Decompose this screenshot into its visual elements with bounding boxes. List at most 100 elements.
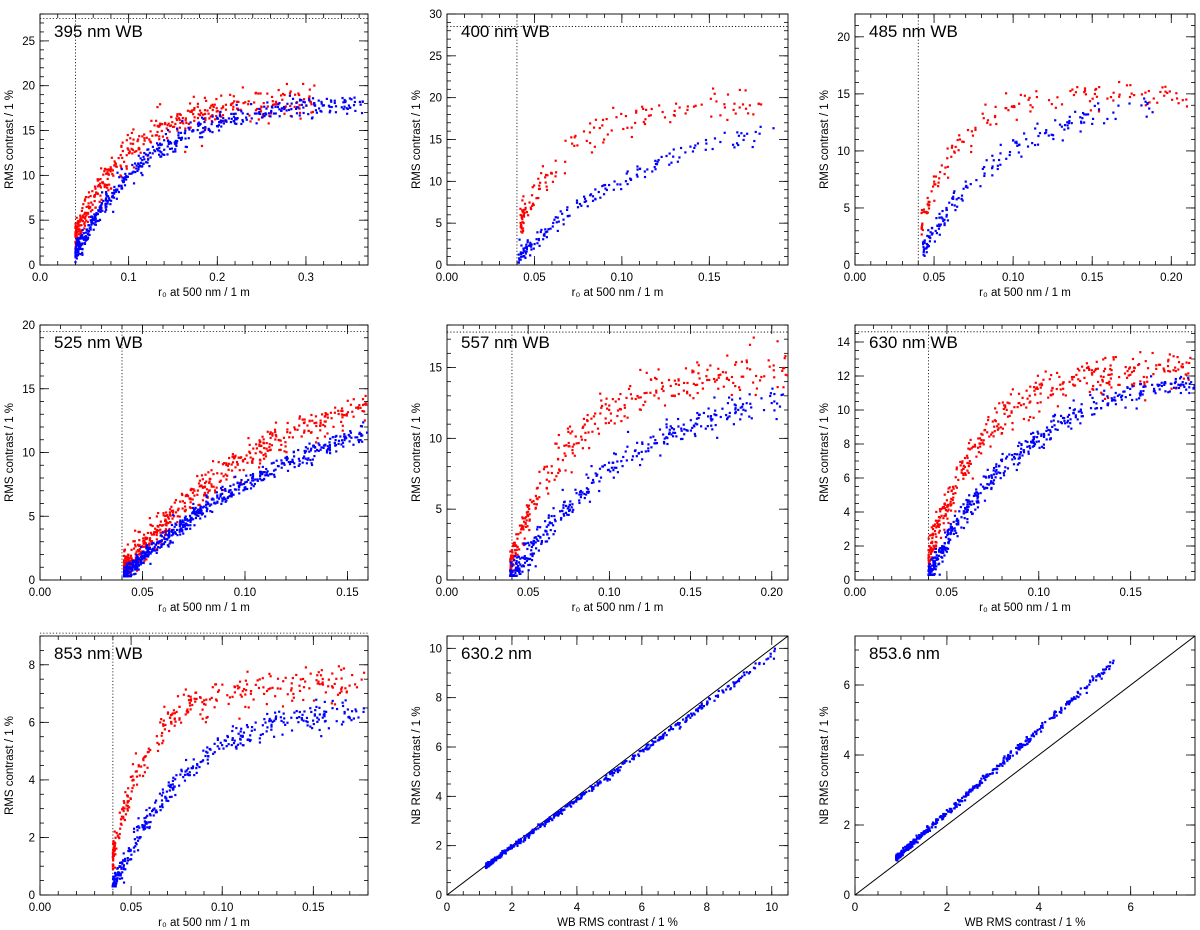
data-point xyxy=(276,464,280,468)
data-point xyxy=(208,117,211,120)
data-point xyxy=(554,175,557,178)
data-point xyxy=(128,562,131,565)
data-point xyxy=(362,403,365,407)
data-point xyxy=(1012,139,1015,142)
data-point xyxy=(966,128,970,132)
data-point xyxy=(138,559,141,562)
data-point xyxy=(254,478,257,481)
data-point xyxy=(946,534,949,537)
data-point xyxy=(1048,438,1052,441)
data-point xyxy=(155,551,158,555)
data-point xyxy=(331,436,334,439)
data-point xyxy=(689,429,693,432)
data-point xyxy=(734,407,737,410)
data-point xyxy=(568,425,572,428)
data-point xyxy=(1018,102,1021,105)
data-point xyxy=(976,491,979,495)
data-point xyxy=(279,687,282,690)
y-tick-label: 15 xyxy=(22,126,35,138)
data-point xyxy=(749,368,752,371)
data-point xyxy=(168,527,171,531)
data-point xyxy=(564,454,567,458)
data-point xyxy=(527,563,530,567)
data-point xyxy=(544,176,547,179)
data-point xyxy=(301,461,304,464)
data-point xyxy=(241,690,244,693)
data-point xyxy=(679,146,683,150)
data-point xyxy=(311,419,314,422)
data-point xyxy=(312,444,316,447)
data-point xyxy=(630,135,633,139)
data-point xyxy=(318,107,321,110)
data-point xyxy=(995,472,998,475)
data-point xyxy=(163,148,166,151)
data-point xyxy=(126,147,129,150)
data-point xyxy=(114,161,117,165)
data-point xyxy=(343,438,346,442)
data-point xyxy=(566,206,569,209)
data-point xyxy=(1050,374,1053,377)
data-point xyxy=(235,118,238,121)
data-point xyxy=(982,117,985,120)
data-point xyxy=(131,763,135,766)
data-point xyxy=(1038,132,1042,135)
data-point xyxy=(229,103,233,107)
data-point xyxy=(957,521,960,524)
data-point xyxy=(574,488,577,491)
x-tick-label: 0.05 xyxy=(936,587,958,599)
data-point xyxy=(925,242,928,246)
data-point xyxy=(131,171,134,174)
data-point xyxy=(1142,389,1145,393)
data-point xyxy=(151,152,154,155)
data-point xyxy=(1047,433,1050,436)
data-point xyxy=(219,487,223,490)
data-point xyxy=(289,104,292,108)
data-point xyxy=(991,167,994,170)
data-point xyxy=(218,113,222,116)
data-point xyxy=(354,109,357,112)
data-point xyxy=(136,567,139,571)
data-point xyxy=(938,216,941,219)
data-point xyxy=(260,479,263,482)
data-point xyxy=(154,150,157,153)
y-tick-label: 5 xyxy=(436,504,442,516)
data-point xyxy=(248,452,252,455)
data-point xyxy=(644,118,647,121)
data-point xyxy=(287,108,291,112)
y-tick-label: 6 xyxy=(844,473,850,485)
data-point xyxy=(521,229,525,233)
data-point xyxy=(280,462,283,465)
data-point xyxy=(1181,99,1184,102)
data-point xyxy=(221,500,224,503)
data-point xyxy=(76,243,79,246)
data-point xyxy=(270,109,273,113)
data-point xyxy=(148,165,151,168)
data-point xyxy=(263,471,266,474)
data-point xyxy=(358,431,361,434)
data-point xyxy=(320,102,323,105)
data-point xyxy=(208,477,211,480)
data-point xyxy=(1081,117,1084,120)
data-point xyxy=(994,420,997,423)
data-point xyxy=(267,112,271,115)
data-point xyxy=(520,230,523,233)
data-point xyxy=(612,452,616,455)
data-point xyxy=(126,175,129,178)
data-point xyxy=(1036,401,1039,405)
data-point xyxy=(195,697,198,701)
data-point xyxy=(938,573,941,576)
data-point xyxy=(565,208,569,211)
data-point xyxy=(527,510,530,513)
data-point xyxy=(600,399,603,402)
data-point xyxy=(1085,113,1088,116)
data-point xyxy=(232,95,235,98)
data-point xyxy=(352,398,355,401)
data-point xyxy=(120,166,123,169)
data-point xyxy=(1029,415,1032,419)
data-point xyxy=(938,224,941,228)
data-point xyxy=(160,540,163,543)
data-point xyxy=(309,101,312,104)
data-point xyxy=(519,563,522,566)
data-point xyxy=(196,102,200,105)
